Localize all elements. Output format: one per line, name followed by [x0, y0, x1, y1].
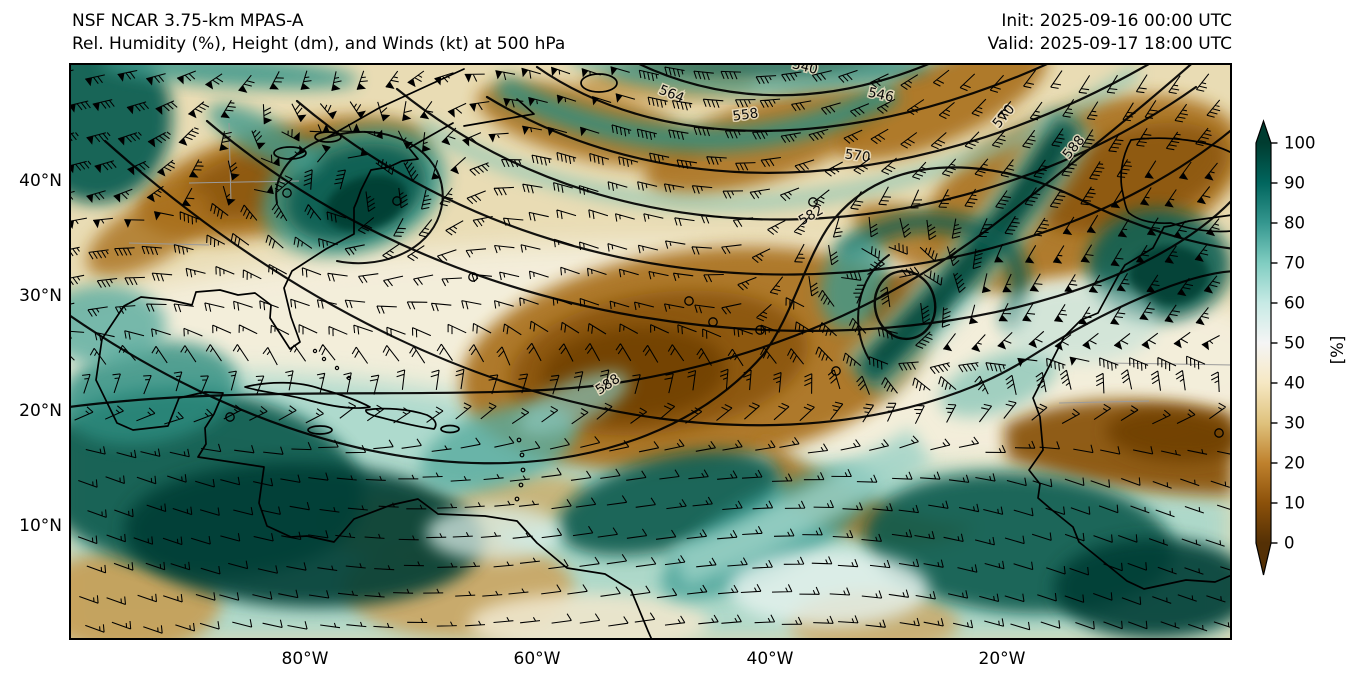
colorbar-tick-label: 20: [1284, 454, 1305, 473]
calm-circle: [684, 296, 694, 306]
colorbar-tick-label: 100: [1284, 134, 1316, 153]
lon-tick-label: 20°W: [978, 649, 1026, 669]
colorbar-tick-label: 80: [1284, 214, 1305, 233]
colorbar-over-arrow: [1256, 121, 1271, 143]
colorbar-tick-label: 40: [1284, 374, 1305, 393]
wind-barbs: [69, 66, 1232, 634]
calm-circle: [392, 196, 402, 206]
colorbar-unit-label: [%]: [1328, 335, 1347, 365]
field-subtitle: Rel. Humidity (%), Height (dm), and Wind…: [72, 34, 566, 54]
height-contours: [69, 63, 1232, 465]
colorbar-tick-label: 30: [1284, 414, 1305, 433]
colorbar: 0 10 20 30 40 50 60 70 80 90 100: [1255, 119, 1316, 576]
contour-label: 546: [867, 85, 896, 106]
lat-tick-label: 40°N: [19, 171, 62, 191]
colorbar-gradient: [1256, 143, 1271, 543]
colorbar-tick-label: 60: [1284, 294, 1305, 313]
calm-circle: [755, 325, 765, 335]
calm-circle: [282, 188, 292, 198]
state-borders: [128, 122, 1232, 404]
lat-tick-label: 10°N: [19, 516, 62, 536]
colorbar-tick-label: 70: [1284, 254, 1305, 273]
wind-barb-layer: [69, 66, 1232, 634]
colorbar-tick-label: 10: [1284, 494, 1305, 513]
map-border: [69, 63, 1232, 640]
colorbar-tick-label: 0: [1284, 534, 1295, 553]
lon-tick-label: 60°W: [513, 649, 561, 669]
lat-tick-label: 20°N: [19, 401, 62, 421]
calm-circle: [1214, 428, 1224, 438]
model-title: NSF NCAR 3.75-km MPAS-A: [72, 11, 304, 31]
calm-circle: [808, 197, 818, 207]
lat-tick-label: 30°N: [19, 286, 62, 306]
colorbar-tick-label: 50: [1284, 334, 1305, 353]
colorbar-tick-label: 90: [1284, 174, 1305, 193]
calm-circle: [225, 412, 235, 422]
lon-tick-label: 40°W: [746, 649, 794, 669]
contour-label: 558: [732, 105, 760, 124]
colorbar-under-arrow: [1256, 543, 1271, 575]
init-time-label: Init: 2025-09-16 00:00 UTC: [1001, 11, 1232, 31]
valid-time-label: Valid: 2025-09-17 18:00 UTC: [987, 34, 1232, 54]
lon-tick-label: 80°W: [281, 649, 329, 669]
calm-circle: [708, 317, 718, 327]
coastlines: [95, 68, 1232, 640]
